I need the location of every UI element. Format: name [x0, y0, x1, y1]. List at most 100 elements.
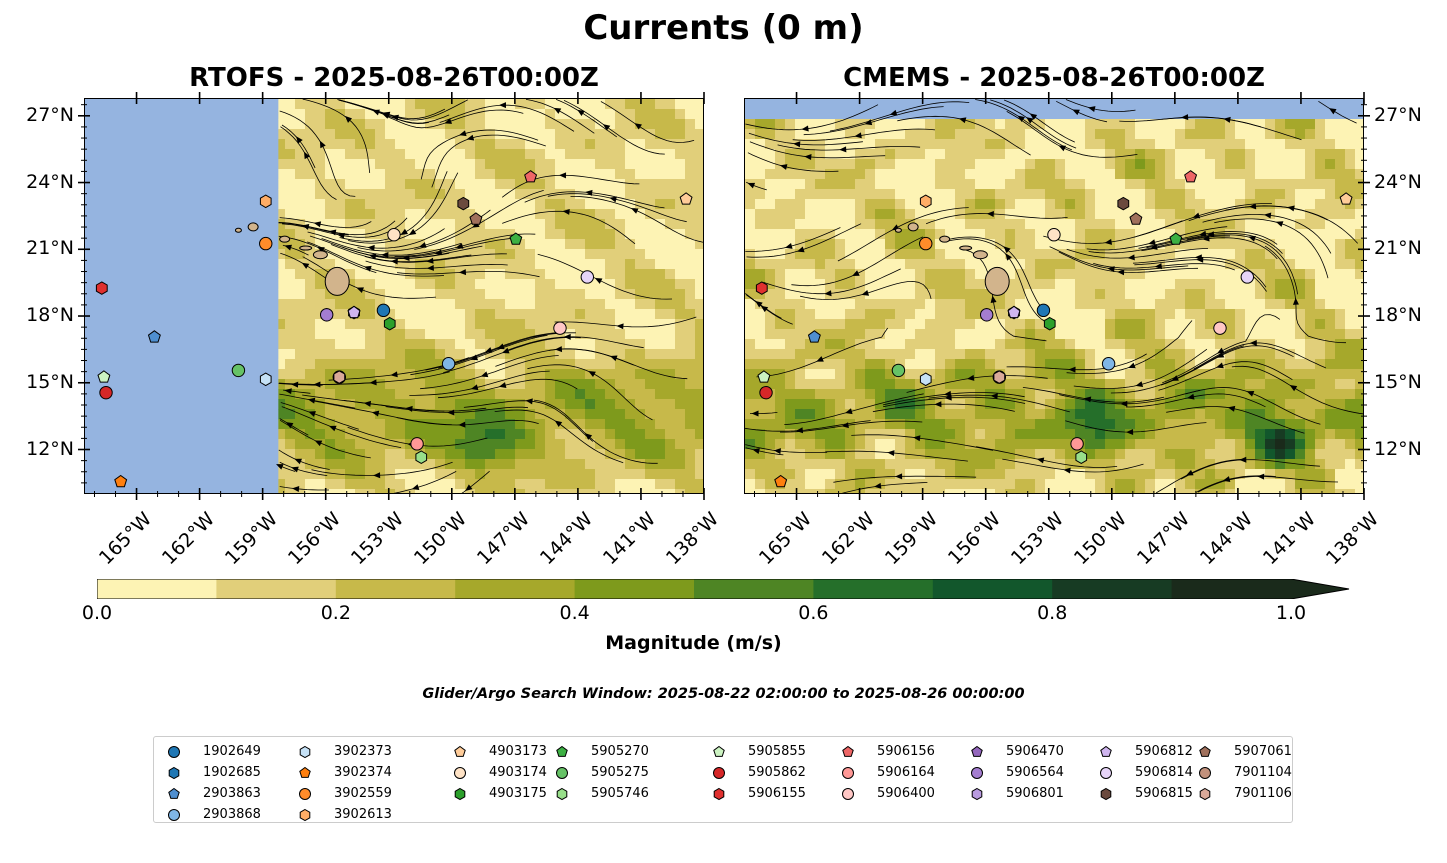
- magnitude-cell: [885, 379, 896, 390]
- magnitude-cell: [1005, 459, 1016, 470]
- magnitude-cell: [625, 249, 636, 260]
- magnitude-cell: [1315, 319, 1326, 330]
- magnitude-cell: [995, 379, 1006, 390]
- magnitude-cell: [555, 219, 566, 230]
- magnitude-cell: [1275, 419, 1286, 430]
- magnitude-cell: [575, 129, 586, 140]
- magnitude-cell: [325, 99, 336, 110]
- magnitude-cell: [335, 399, 346, 410]
- magnitude-cell: [1235, 299, 1246, 310]
- magnitude-cell: [765, 299, 776, 310]
- magnitude-cell: [835, 389, 846, 400]
- magnitude-cell: [1015, 429, 1026, 440]
- magnitude-cell: [455, 289, 466, 300]
- island: [299, 245, 313, 251]
- legend-marker-icon: [556, 745, 568, 757]
- magnitude-cell: [1125, 469, 1136, 480]
- magnitude-cell: [445, 399, 456, 410]
- magnitude-cell: [375, 259, 386, 270]
- magnitude-cell: [1305, 359, 1316, 370]
- magnitude-cell: [1115, 339, 1126, 350]
- magnitude-cell: [565, 409, 576, 420]
- magnitude-cell: [505, 449, 516, 460]
- platform-marker-4903174: [1047, 228, 1061, 242]
- magnitude-cell: [1035, 339, 1046, 350]
- magnitude-cell: [855, 189, 866, 200]
- legend-marker-icon: [971, 745, 983, 757]
- magnitude-cell: [535, 219, 546, 230]
- magnitude-cell: [1225, 479, 1236, 490]
- magnitude-cell: [1145, 309, 1156, 320]
- magnitude-cell: [765, 429, 776, 440]
- magnitude-cell: [525, 309, 536, 320]
- magnitude-cell: [655, 309, 666, 320]
- magnitude-cell: [1275, 469, 1286, 480]
- magnitude-cell: [1035, 209, 1046, 220]
- streamline-arrow: [480, 371, 489, 378]
- magnitude-cell: [1115, 419, 1126, 430]
- magnitude-cell: [655, 479, 666, 490]
- magnitude-cell: [585, 459, 596, 470]
- magnitude-cell: [625, 339, 636, 350]
- magnitude-cell: [305, 419, 316, 430]
- magnitude-cell: [365, 129, 376, 140]
- streamline-arrow: [779, 164, 788, 170]
- magnitude-cell: [935, 219, 946, 230]
- magnitude-cell: [915, 349, 926, 360]
- magnitude-cell: [325, 329, 336, 340]
- magnitude-cell: [395, 489, 406, 493]
- magnitude-cell: [315, 179, 326, 190]
- magnitude-cell: [655, 439, 666, 450]
- magnitude-cell: [555, 199, 566, 210]
- magnitude-cell: [595, 359, 606, 370]
- magnitude-cell: [295, 369, 306, 380]
- colorbar-segment: [694, 579, 814, 599]
- magnitude-cell: [1215, 269, 1226, 280]
- magnitude-cell: [515, 139, 526, 150]
- magnitude-cell: [1275, 479, 1286, 490]
- magnitude-cell: [455, 389, 466, 400]
- magnitude-cell: [665, 429, 676, 440]
- magnitude-cell: [795, 459, 806, 470]
- magnitude-cell: [1245, 309, 1256, 320]
- magnitude-cell: [895, 289, 906, 300]
- legend-marker-icon: [842, 745, 854, 757]
- lon-tick-label: 156°W: [284, 508, 346, 570]
- magnitude-cell: [755, 159, 766, 170]
- magnitude-cell: [1245, 399, 1256, 410]
- magnitude-cell: [685, 229, 696, 240]
- magnitude-cell: [875, 229, 886, 240]
- magnitude-cell: [1095, 279, 1106, 290]
- magnitude-cell: [855, 479, 866, 490]
- magnitude-cell: [815, 139, 826, 150]
- magnitude-cell: [1245, 479, 1256, 490]
- magnitude-cell: [905, 129, 916, 140]
- magnitude-cell: [905, 389, 916, 400]
- magnitude-cell: [335, 109, 346, 120]
- magnitude-cell: [555, 379, 566, 390]
- legend-label: 5905270: [591, 744, 649, 759]
- legend-label: 5906155: [748, 786, 806, 801]
- magnitude-cell: [1025, 299, 1036, 310]
- magnitude-cell: [465, 489, 476, 493]
- colorbar-segment: [97, 579, 217, 599]
- magnitude-cell: [845, 419, 856, 430]
- legend-item: 5906400: [838, 783, 935, 804]
- magnitude-cell: [1085, 329, 1096, 340]
- magnitude-cell: [385, 309, 396, 320]
- magnitude-cell: [775, 279, 786, 290]
- streamline-arrow: [958, 117, 967, 124]
- lat-tick-label: 21°N: [26, 237, 74, 260]
- magnitude-cell: [885, 319, 896, 330]
- magnitude-cell: [1125, 149, 1136, 160]
- magnitude-cell: [435, 449, 446, 460]
- magnitude-cell: [305, 109, 316, 120]
- magnitude-cell: [515, 459, 526, 470]
- magnitude-cell: [525, 259, 536, 270]
- magnitude-cell: [1165, 229, 1176, 240]
- magnitude-cell: [535, 149, 546, 160]
- magnitude-cell: [1145, 439, 1156, 450]
- magnitude-cell: [625, 219, 636, 230]
- magnitude-cell: [815, 369, 826, 380]
- magnitude-cell: [855, 419, 866, 430]
